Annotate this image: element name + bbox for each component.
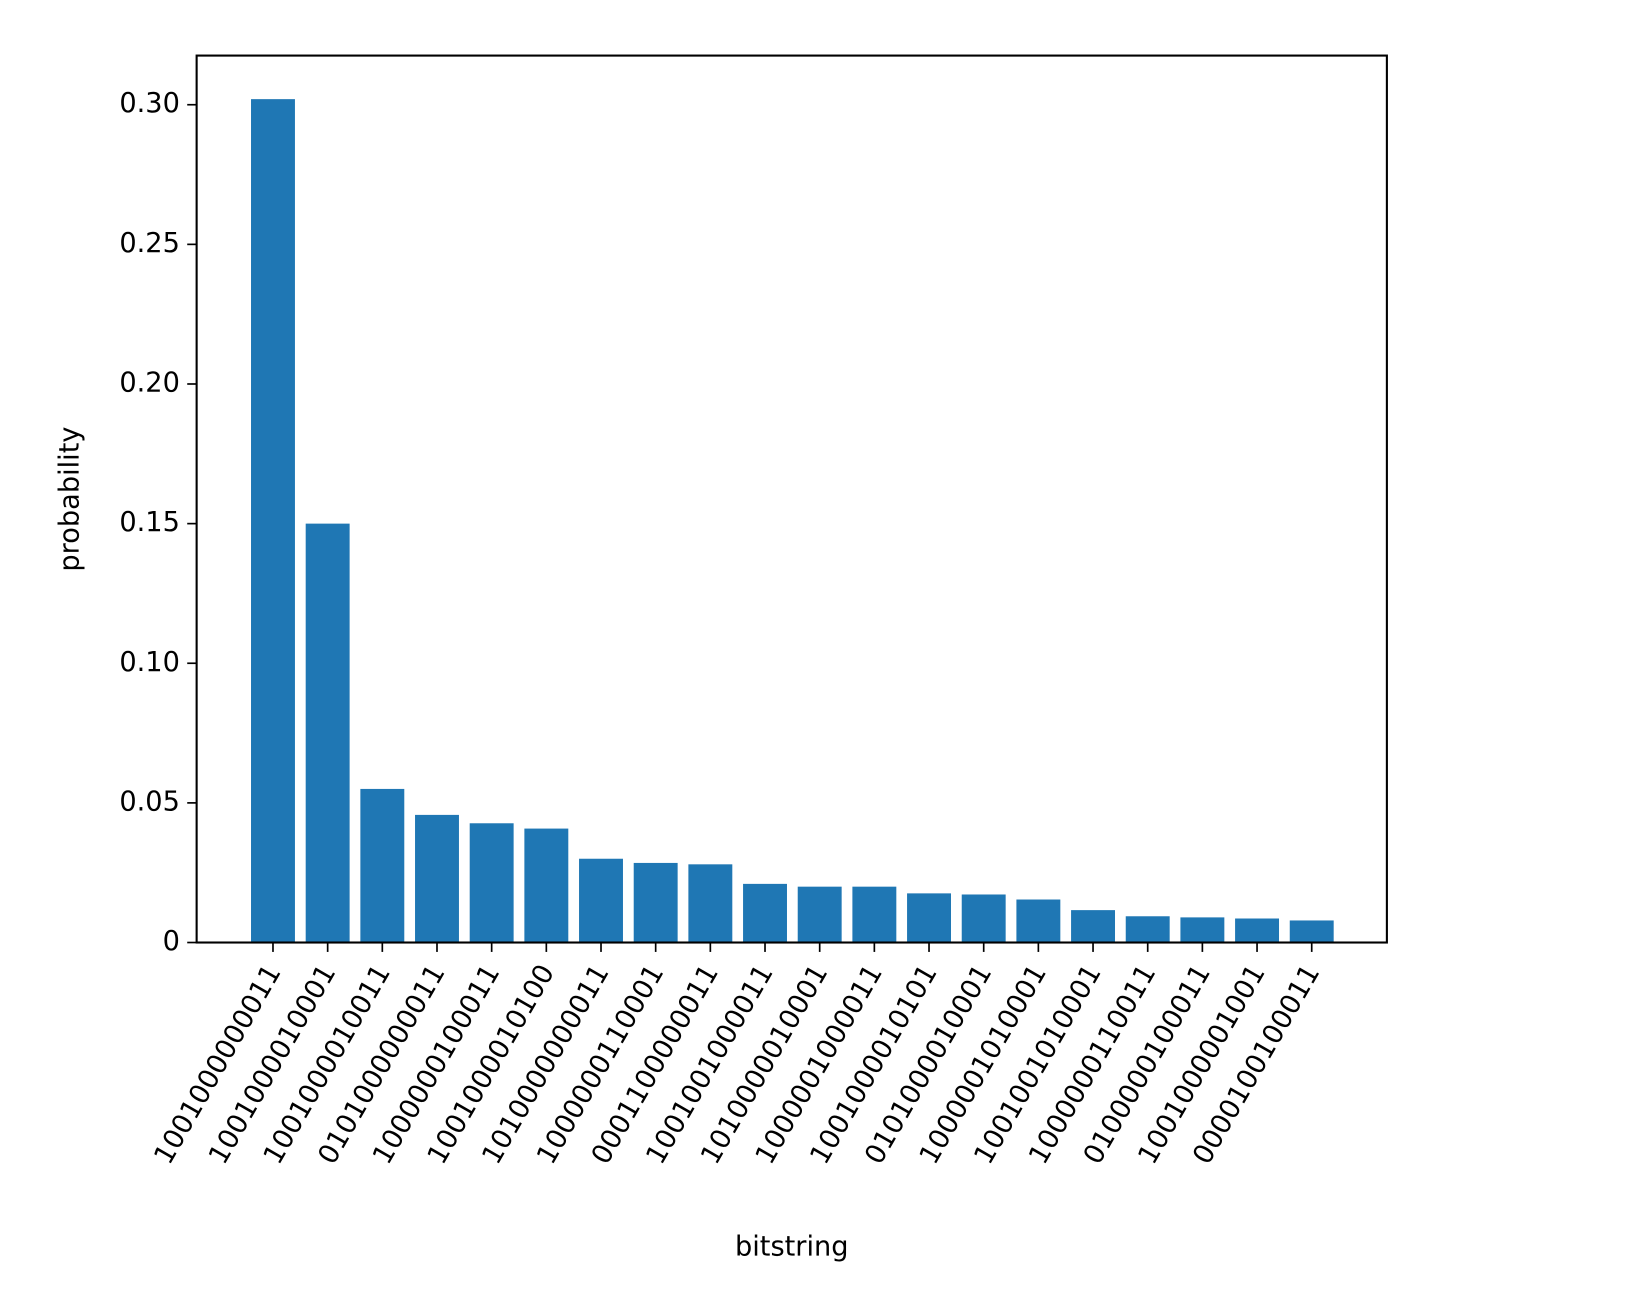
bar bbox=[524, 828, 569, 943]
bar bbox=[633, 862, 678, 943]
y-tick-label: 0.25 bbox=[119, 228, 180, 259]
bar bbox=[743, 883, 787, 943]
bar bbox=[469, 823, 514, 943]
bar bbox=[415, 814, 459, 943]
bar bbox=[1235, 918, 1280, 943]
plot-frame bbox=[195, 54, 1388, 944]
bar bbox=[1071, 910, 1116, 943]
bar bbox=[688, 864, 733, 943]
bar bbox=[251, 99, 295, 943]
bar bbox=[961, 894, 1006, 943]
y-tick-label: 0 bbox=[163, 926, 180, 957]
bar bbox=[1180, 917, 1225, 943]
bar bbox=[852, 886, 897, 943]
y-tick-label: 0.10 bbox=[119, 647, 180, 678]
bar bbox=[305, 523, 350, 943]
bar bbox=[907, 893, 951, 943]
bar bbox=[797, 886, 842, 943]
y-tick-label: 0.30 bbox=[119, 88, 180, 119]
y-axis-label: probability bbox=[55, 427, 86, 572]
bar bbox=[1125, 916, 1170, 943]
y-tick-label: 0.15 bbox=[119, 507, 180, 538]
x-axis-label: bitstring bbox=[735, 1231, 849, 1262]
bar bbox=[360, 788, 405, 943]
y-tick-label: 0.05 bbox=[119, 786, 180, 817]
y-tick-label: 0.20 bbox=[119, 367, 180, 398]
bar bbox=[1289, 920, 1334, 943]
bar bbox=[1016, 899, 1061, 943]
bar bbox=[579, 858, 623, 943]
